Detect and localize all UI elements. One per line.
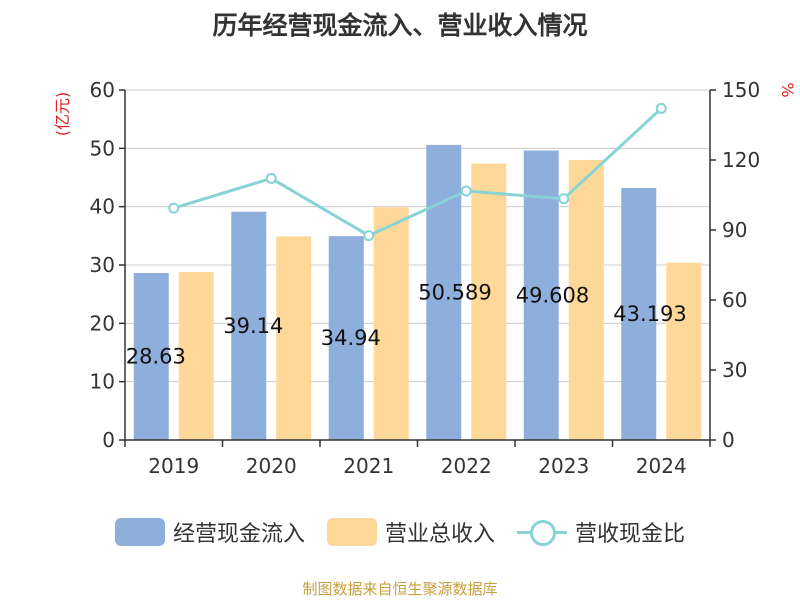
- legend-item-ratio[interactable]: 营收现金比: [517, 516, 685, 548]
- x-tick-label-2022: 2022: [441, 454, 492, 478]
- data-label-cash-inflow-2020: 39.14: [223, 314, 283, 338]
- bar-cash-inflow-2022: [426, 144, 462, 440]
- data-label-cash-inflow-2022: 50.589: [418, 280, 491, 304]
- ratio-point-2019: [168, 202, 180, 214]
- y2-tick-label-1: 30: [722, 358, 747, 382]
- y2-tick-label-2: 60: [722, 288, 747, 312]
- legend-label-ratio: 营收现金比: [575, 522, 686, 547]
- legend-item-revenue[interactable]: 营业总收入: [326, 516, 495, 548]
- y2-tick-label-4: 120: [722, 148, 760, 172]
- ratio-line: [168, 102, 667, 242]
- y2-tick-label-3: 90: [722, 218, 747, 242]
- data-label-cash-inflow-2019: 28.63: [126, 344, 186, 368]
- x-tick-label-2020: 2020: [246, 454, 297, 478]
- legend-label-revenue: 营业总收入: [384, 522, 495, 547]
- y-tick-label-2: 20: [90, 311, 115, 335]
- data-label-cash-inflow-2021: 34.94: [321, 326, 381, 350]
- bar-cash-inflow-2020: [231, 211, 267, 440]
- legend-label-cash-inflow: 经营现金流入: [172, 522, 305, 547]
- ratio-point-2020: [265, 172, 277, 184]
- y2-axis-label: %: [778, 82, 797, 97]
- y-tick-label-1: 10: [90, 370, 115, 394]
- bar-revenue-2023: [568, 160, 604, 440]
- legend-line-ratio-icon: [517, 518, 567, 546]
- source-note: 制图数据来自恒生聚源数据库: [302, 580, 498, 598]
- bars: [133, 144, 702, 440]
- legend-item-cash-inflow[interactable]: 经营现金流入: [114, 516, 305, 548]
- y-tick-label-4: 40: [90, 195, 115, 219]
- y-tick-label-3: 30: [90, 253, 115, 277]
- bar-revenue-2020: [276, 236, 312, 440]
- ratio-point-2022: [460, 185, 472, 197]
- ratio-point-2021: [363, 230, 375, 242]
- ratio-point-2023: [558, 193, 570, 205]
- y-tick-label-6: 60: [90, 78, 115, 102]
- ratio-line-path: [173, 107, 663, 238]
- bar-cash-inflow-2021: [328, 236, 364, 440]
- data-labels: 28.63 39.14 34.94 50.589 49.608 43.193: [126, 280, 687, 368]
- bar-cash-inflow-2024: [621, 188, 657, 440]
- legend-swatch-cash-inflow: [114, 518, 165, 546]
- y-axis-label: (亿元): [53, 92, 72, 137]
- bar-revenue-2021: [373, 207, 409, 440]
- y-tick-label-5: 50: [90, 136, 115, 160]
- x-tick-label-2021: 2021: [343, 454, 394, 478]
- ratio-point-2024: [655, 102, 667, 114]
- y2-tick-label-0: 0: [722, 428, 735, 452]
- y2-tick-label-5: 150: [722, 78, 760, 102]
- data-label-cash-inflow-2023: 49.608: [516, 283, 589, 307]
- legend-swatch-revenue: [326, 518, 377, 546]
- x-tick-label-2019: 2019: [148, 454, 199, 478]
- bar-revenue-2019: [178, 272, 214, 440]
- y-tick-label-0: 0: [102, 428, 115, 452]
- chart-title: 历年经营现金流入、营业收入情况: [212, 11, 588, 40]
- axes: 0 10 20 30 40 50 60 0 30 60 90 120 150 2019 2020 2021 20…: [90, 78, 761, 478]
- legend: 经营现金流入 营业总收入 营收现金比: [0, 516, 800, 548]
- bar-revenue-2022: [471, 163, 507, 440]
- x-tick-label-2023: 2023: [538, 454, 589, 478]
- x-tick-label-2024: 2024: [636, 454, 687, 478]
- data-label-cash-inflow-2024: 43.193: [613, 302, 686, 326]
- bar-cash-inflow-2019: [133, 272, 169, 440]
- grid-lines: [125, 89, 710, 383]
- bar-revenue-2024: [666, 262, 702, 440]
